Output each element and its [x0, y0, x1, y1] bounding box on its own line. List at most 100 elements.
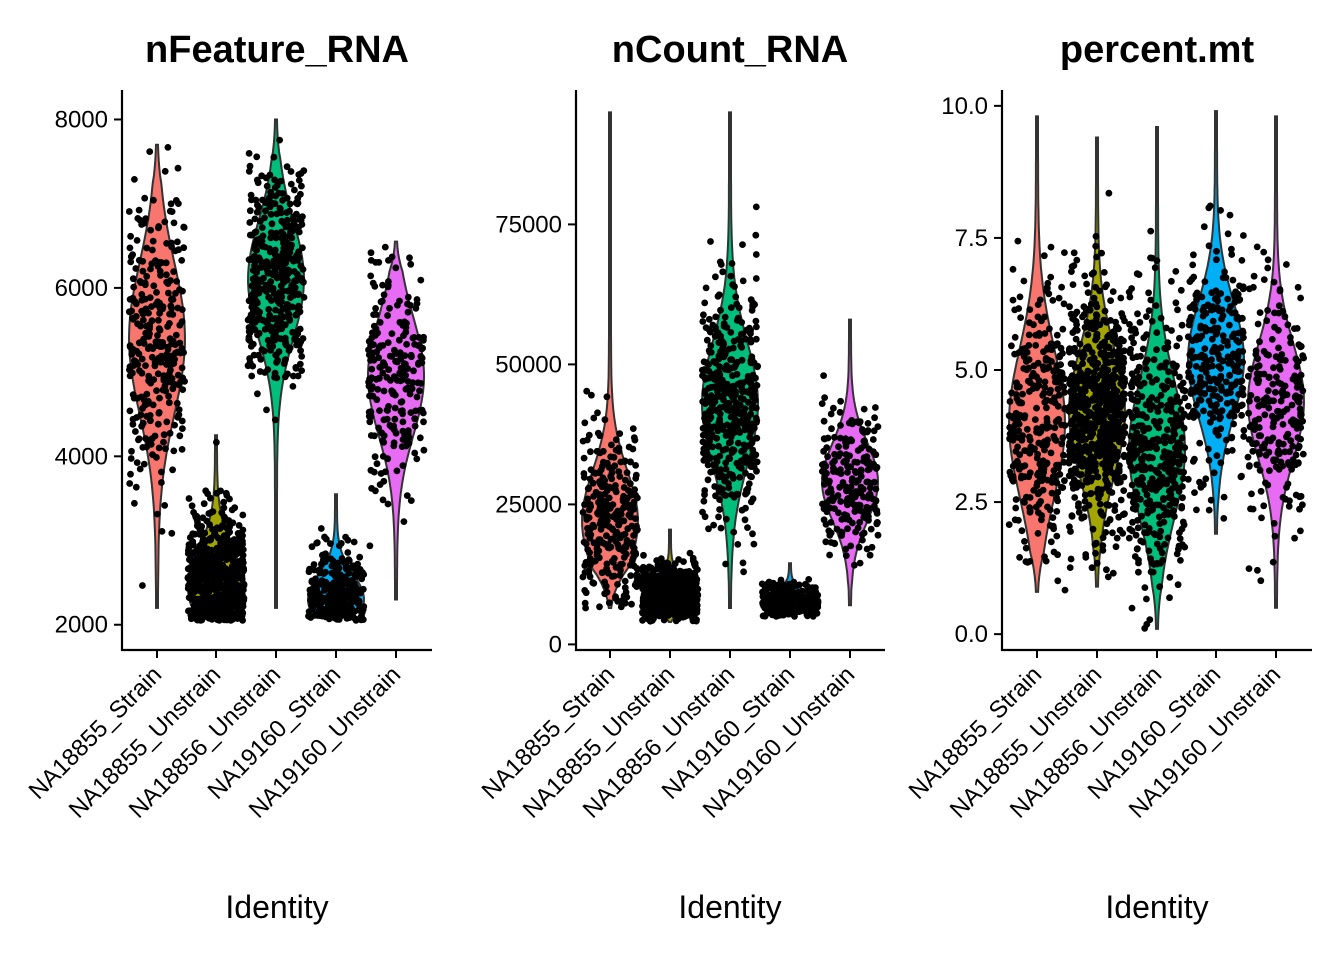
data-point	[160, 372, 168, 380]
data-point	[736, 410, 743, 418]
data-point	[1030, 362, 1038, 370]
data-point	[1116, 462, 1123, 469]
data-point	[379, 437, 387, 445]
data-point	[245, 167, 253, 175]
data-point	[1058, 440, 1066, 448]
data-point	[589, 521, 597, 529]
data-point	[1069, 417, 1076, 425]
data-point	[829, 459, 836, 467]
data-point	[150, 196, 157, 204]
data-point	[197, 550, 205, 558]
violin-group-na18855-unstrain	[638, 528, 702, 625]
data-point	[622, 588, 630, 596]
data-point	[1011, 516, 1019, 524]
data-point	[1068, 263, 1076, 271]
data-point	[263, 406, 270, 414]
data-point	[1029, 369, 1037, 377]
data-point	[777, 594, 785, 602]
data-point	[265, 306, 273, 313]
data-point	[315, 568, 323, 575]
data-point	[1147, 227, 1155, 235]
data-point	[871, 478, 878, 486]
data-point	[699, 318, 707, 325]
data-point	[298, 353, 306, 360]
data-point	[640, 606, 648, 613]
data-point	[715, 291, 723, 299]
data-point	[165, 289, 172, 297]
data-point	[1033, 482, 1041, 490]
data-point	[263, 182, 271, 190]
data-point	[186, 556, 193, 563]
data-point	[1071, 457, 1078, 464]
data-point	[377, 470, 385, 477]
data-point	[406, 390, 414, 398]
data-point	[1055, 461, 1062, 469]
data-point	[298, 182, 305, 190]
data-point	[795, 588, 802, 596]
data-point	[617, 534, 624, 542]
data-point	[1033, 428, 1040, 436]
data-point	[356, 553, 364, 561]
data-point	[584, 546, 592, 553]
data-point	[367, 272, 375, 280]
data-point	[765, 578, 773, 586]
data-point	[701, 299, 709, 307]
data-point	[728, 449, 736, 456]
data-point	[608, 441, 615, 449]
data-point	[1108, 331, 1116, 339]
data-point	[399, 376, 406, 384]
data-point	[1069, 405, 1076, 412]
data-point	[358, 569, 366, 576]
data-point	[734, 314, 742, 322]
data-point	[125, 208, 133, 215]
data-point	[595, 547, 603, 555]
data-point	[580, 454, 588, 462]
data-point	[1136, 319, 1144, 326]
data-point	[388, 330, 396, 337]
data-point	[857, 468, 865, 476]
data-point	[206, 594, 214, 602]
data-point	[1045, 290, 1053, 298]
data-point	[258, 172, 266, 180]
data-point	[380, 416, 388, 424]
data-point	[1075, 508, 1083, 516]
data-point	[365, 346, 372, 354]
data-point	[1105, 189, 1113, 197]
data-point	[1088, 564, 1096, 572]
data-point	[178, 417, 186, 425]
data-point	[650, 581, 658, 589]
data-point	[701, 400, 709, 407]
data-point	[668, 570, 676, 578]
data-point	[297, 217, 305, 224]
data-point	[399, 418, 407, 426]
data-point	[238, 544, 246, 552]
data-point	[187, 611, 195, 619]
data-point	[612, 510, 619, 518]
data-point	[328, 603, 335, 611]
data-point	[133, 459, 141, 466]
data-point	[704, 476, 712, 484]
data-point	[291, 186, 298, 194]
data-point	[827, 519, 835, 526]
data-point	[609, 559, 617, 566]
data-point	[621, 457, 629, 465]
data-point	[275, 348, 283, 355]
data-point	[753, 323, 760, 331]
data-point	[287, 180, 295, 188]
data-point	[607, 543, 615, 551]
data-point	[370, 322, 378, 330]
data-point	[1038, 465, 1045, 473]
data-point	[357, 607, 365, 615]
data-point	[228, 581, 236, 588]
data-point	[725, 484, 733, 492]
data-point	[351, 597, 359, 605]
data-point	[1047, 273, 1055, 281]
data-point	[749, 301, 757, 309]
data-point	[855, 543, 863, 551]
data-point	[228, 537, 236, 545]
data-point	[847, 483, 855, 491]
data-point	[165, 392, 173, 400]
data-point	[171, 421, 179, 429]
data-point	[1047, 538, 1055, 546]
